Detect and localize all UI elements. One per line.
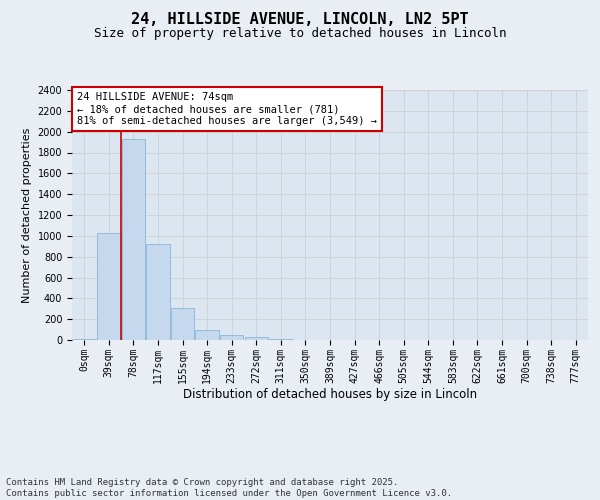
Bar [146, 244, 170, 340]
Text: Contains HM Land Registry data © Crown copyright and database right 2025.
Contai: Contains HM Land Registry data © Crown c… [6, 478, 452, 498]
Y-axis label: Number of detached properties: Number of detached properties [22, 128, 32, 302]
Bar [196, 330, 219, 340]
Text: 24 HILLSIDE AVENUE: 74sqm
← 18% of detached houses are smaller (781)
81% of semi: 24 HILLSIDE AVENUE: 74sqm ← 18% of detac… [77, 92, 377, 126]
Bar [171, 308, 194, 340]
Bar [245, 338, 268, 340]
Text: Size of property relative to detached houses in Lincoln: Size of property relative to detached ho… [94, 28, 506, 40]
Text: 24, HILLSIDE AVENUE, LINCOLN, LN2 5PT: 24, HILLSIDE AVENUE, LINCOLN, LN2 5PT [131, 12, 469, 28]
Bar [122, 139, 145, 340]
X-axis label: Distribution of detached houses by size in Lincoln: Distribution of detached houses by size … [183, 388, 477, 402]
Bar [97, 232, 121, 340]
Bar [269, 339, 293, 340]
Bar [220, 335, 244, 340]
Bar [73, 339, 96, 340]
